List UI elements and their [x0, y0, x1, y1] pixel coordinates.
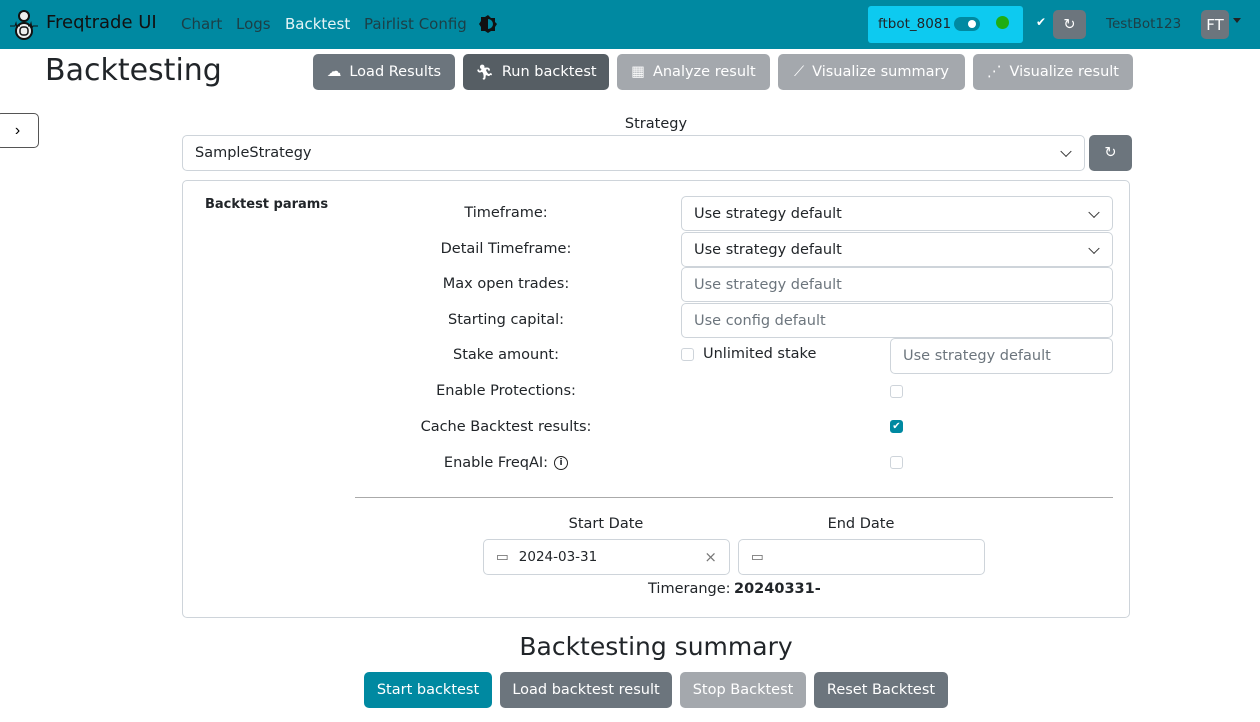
visualize-result-button[interactable]: ⋰ Visualize result	[973, 54, 1133, 90]
button-label: Analyze result	[652, 64, 756, 80]
theme-toggle-icon[interactable]	[479, 15, 497, 33]
chart-scatter-icon: ⋰	[987, 64, 1002, 80]
end-date-label: End Date	[827, 516, 895, 532]
timeframe-label: Timeframe:	[464, 205, 548, 221]
load-backtest-result-button[interactable]: Load backtest result	[500, 672, 672, 708]
timeframe-value: Use strategy default	[694, 205, 842, 222]
strategy-value: SampleStrategy	[195, 145, 312, 161]
enable-protections-checkbox[interactable]	[890, 385, 903, 398]
stake-amount-label: Stake amount:	[452, 347, 560, 363]
bot-toggle[interactable]	[954, 17, 980, 31]
stake-amount-input[interactable]: Use strategy default	[890, 338, 1113, 374]
stop-backtest-button[interactable]: Stop Backtest	[680, 672, 806, 708]
caret-down-icon[interactable]	[1233, 18, 1241, 27]
button-label: Visualize result	[1009, 64, 1119, 80]
button-label: Run backtest	[501, 64, 597, 80]
detail-timeframe-value: Use strategy default	[694, 241, 842, 258]
run-icon: 🏃︎	[475, 64, 494, 81]
avatar[interactable]: FT	[1201, 10, 1229, 39]
summary-title: Backtesting summary	[519, 632, 793, 661]
chevron-right-icon: ›	[14, 121, 21, 139]
detail-timeframe-select[interactable]: Use strategy default	[681, 232, 1113, 267]
start-date-label: Start Date	[568, 516, 644, 532]
max-open-trades-label: Max open trades:	[442, 276, 570, 292]
refresh-icon: ↻	[1063, 16, 1076, 33]
timerange-value: 20240331-	[734, 581, 821, 597]
calendar-icon: ▭	[751, 549, 764, 565]
freqtrade-logo-icon[interactable]	[10, 8, 38, 42]
placeholder: Use config default	[694, 312, 826, 329]
bot-selector[interactable]: ftbot_8081	[868, 6, 1023, 43]
end-date-input[interactable]: ▭	[738, 539, 985, 575]
visualize-summary-button[interactable]: ⟋ Visualize summary	[778, 54, 965, 90]
nav-logs[interactable]: Logs	[236, 15, 271, 33]
check-icon: ✔	[1036, 15, 1047, 29]
enable-protections-label: Enable Protections:	[436, 383, 576, 399]
nav-backtest[interactable]: Backtest	[285, 15, 351, 33]
placeholder: Use strategy default	[694, 276, 842, 293]
bot-status-dot	[996, 16, 1009, 29]
starting-capital-label: Starting capital:	[447, 312, 565, 328]
strategy-select[interactable]: SampleStrategy	[182, 135, 1085, 171]
button-label: Visualize summary	[812, 64, 950, 80]
max-open-trades-input[interactable]: Use strategy default	[681, 267, 1113, 302]
page-title: Backtesting	[45, 53, 222, 88]
calendar-icon: ▭	[496, 549, 509, 565]
unlimited-stake-checkbox[interactable]	[681, 348, 694, 361]
start-backtest-button[interactable]: Start backtest	[364, 672, 492, 708]
reset-backtest-button[interactable]: Reset Backtest	[814, 672, 948, 708]
cache-results-label: Cache Backtest results:	[420, 419, 592, 435]
refresh-strategies-button[interactable]: ↻	[1089, 135, 1132, 171]
unlimited-stake-label: Unlimited stake	[703, 346, 817, 362]
timerange-label: Timerange:	[648, 581, 731, 597]
cloud-download-icon: ☁	[326, 64, 342, 80]
refresh-icon: ↻	[1104, 145, 1117, 161]
refresh-bots-button[interactable]: ↻	[1053, 10, 1086, 39]
clear-icon[interactable]: ×	[704, 548, 717, 566]
chevron-down-icon	[1088, 206, 1100, 218]
start-date-input[interactable]: ▭ 2024-03-31 ×	[483, 539, 730, 575]
strategy-label: Strategy	[624, 116, 688, 132]
starting-capital-input[interactable]: Use config default	[681, 303, 1113, 338]
divider	[355, 497, 1113, 498]
placeholder: Use strategy default	[903, 348, 1051, 364]
nav-chart[interactable]: Chart	[181, 15, 223, 33]
sidebar-toggle-button[interactable]: ›	[0, 113, 39, 148]
table-icon: ▦	[631, 64, 645, 80]
user-name[interactable]: TestBot123	[1106, 16, 1182, 32]
button-label: Load Results	[349, 64, 442, 80]
info-icon[interactable]: i	[554, 456, 568, 470]
detail-timeframe-label: Detail Timeframe:	[440, 241, 572, 257]
backtest-params-card	[182, 180, 1130, 618]
chevron-down-icon	[1088, 242, 1100, 254]
cache-results-checkbox[interactable]: ✔	[890, 420, 903, 433]
navbar: Freqtrade UI Chart Logs Backtest Pairlis…	[0, 0, 1260, 49]
chart-line-icon: ⟋	[793, 64, 805, 80]
enable-freqai-checkbox[interactable]	[890, 456, 903, 469]
nav-pairlist-config[interactable]: Pairlist Config	[364, 15, 467, 33]
chevron-down-icon	[1060, 145, 1072, 158]
brand-title[interactable]: Freqtrade UI	[46, 12, 157, 33]
bot-name: ftbot_8081	[878, 16, 952, 32]
analyze-result-button[interactable]: ▦ Analyze result	[617, 54, 770, 90]
params-title: Backtest params	[205, 197, 329, 212]
enable-freqai-label: Enable FreqAI:	[443, 455, 549, 471]
load-results-button[interactable]: ☁ Load Results	[313, 54, 455, 90]
run-backtest-button[interactable]: 🏃︎ Run backtest	[463, 54, 609, 90]
start-date-value: 2024-03-31	[518, 549, 598, 565]
timeframe-select[interactable]: Use strategy default	[681, 196, 1113, 231]
